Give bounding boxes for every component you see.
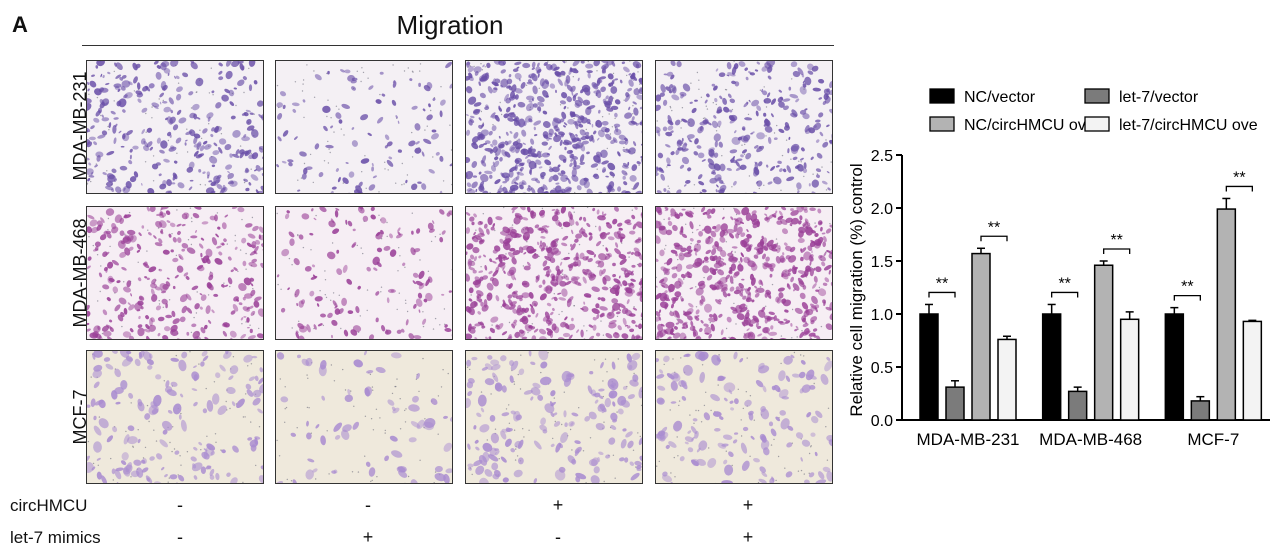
- significance-bracket: [1226, 186, 1252, 191]
- micrograph-mcf-7-col4: [655, 350, 833, 484]
- panel-label: A: [12, 12, 28, 38]
- micrograph-mda-mb-231-col3: [465, 60, 643, 194]
- bar: [1217, 209, 1235, 420]
- legend-label: let-7/vector: [1119, 89, 1199, 106]
- bar: [998, 339, 1016, 420]
- legend-label: let-7/circHMCU ove: [1119, 117, 1258, 134]
- bar: [920, 314, 938, 420]
- y-tick-label: 0.5: [871, 360, 893, 377]
- x-tick-label: MCF-7: [1187, 430, 1239, 449]
- x-tick-label: MDA-MB-468: [1039, 430, 1142, 449]
- legend-swatch: [1085, 89, 1109, 103]
- bar: [1121, 319, 1139, 420]
- sign-circhmcu-col3: +: [548, 495, 568, 516]
- legend-label: NC/vector: [964, 89, 1036, 106]
- significance-label: **: [988, 219, 1000, 236]
- sign-let7-col2: +: [358, 527, 378, 548]
- title-underline: [82, 45, 834, 46]
- sign-let7-col3: -: [548, 527, 568, 548]
- legend-swatch: [930, 117, 954, 131]
- legend-label: NC/circHMCU ove: [964, 117, 1095, 134]
- condition-label-let7-mimics: let-7 mimics: [10, 528, 101, 548]
- bar: [972, 254, 990, 420]
- significance-label: **: [1110, 232, 1122, 249]
- bar: [1165, 314, 1183, 420]
- sign-circhmcu-col1: -: [170, 495, 190, 516]
- bar: [1243, 321, 1261, 420]
- bar: [1043, 314, 1061, 420]
- x-tick-label: MDA-MB-231: [917, 430, 1020, 449]
- micrograph-mda-mb-468-col3: [465, 206, 643, 340]
- condition-label-circhmcu: circHMCU: [10, 496, 87, 516]
- sign-let7-col4: +: [738, 527, 758, 548]
- y-tick-label: 2.0: [871, 201, 893, 218]
- significance-bracket: [981, 236, 1007, 241]
- micrograph-mda-mb-468-col1: [86, 206, 264, 340]
- bar: [1095, 265, 1113, 420]
- figure-title: Migration: [360, 10, 540, 41]
- significance-label: **: [936, 275, 948, 292]
- legend-swatch: [1085, 117, 1109, 131]
- chart-bars: [920, 198, 1261, 420]
- y-axis-label: Relative cell migration (%) control: [847, 163, 866, 416]
- significance-label: **: [1058, 275, 1070, 292]
- legend-swatch: [930, 89, 954, 103]
- micrograph-mda-mb-231-col2: [275, 60, 453, 194]
- bar: [1069, 391, 1087, 420]
- micrograph-mda-mb-468-col4: [655, 206, 833, 340]
- sign-let7-col1: -: [170, 527, 190, 548]
- bar: [1191, 401, 1209, 420]
- significance-bracket: [1174, 296, 1200, 301]
- bar: [946, 387, 964, 420]
- micrograph-mda-mb-231-col1: [86, 60, 264, 194]
- micrograph-mda-mb-231-col4: [655, 60, 833, 194]
- y-tick-label: 1.0: [871, 307, 893, 324]
- significance-label: **: [1181, 279, 1193, 296]
- y-tick-label: 1.5: [871, 254, 893, 271]
- y-tick-label: 0.0: [871, 413, 893, 430]
- micrograph-mcf-7-col3: [465, 350, 643, 484]
- significance-label: **: [1233, 169, 1245, 186]
- significance-bracket: [929, 292, 955, 297]
- sign-circhmcu-col4: +: [738, 495, 758, 516]
- micrograph-mcf-7-col2: [275, 350, 453, 484]
- sign-circhmcu-col2: -: [358, 495, 378, 516]
- micrograph-mda-mb-468-col2: [275, 206, 453, 340]
- significance-bracket: [1104, 249, 1130, 254]
- migration-bar-chart: NC/vector let-7/vector NC/circHMCU ove let-…: [840, 75, 1280, 475]
- micrograph-mcf-7-col1: [86, 350, 264, 484]
- y-tick-label: 2.5: [871, 148, 893, 165]
- chart-legend: NC/vector let-7/vector NC/circHMCU ove let-…: [930, 89, 1258, 134]
- significance-bracket: [1052, 292, 1078, 297]
